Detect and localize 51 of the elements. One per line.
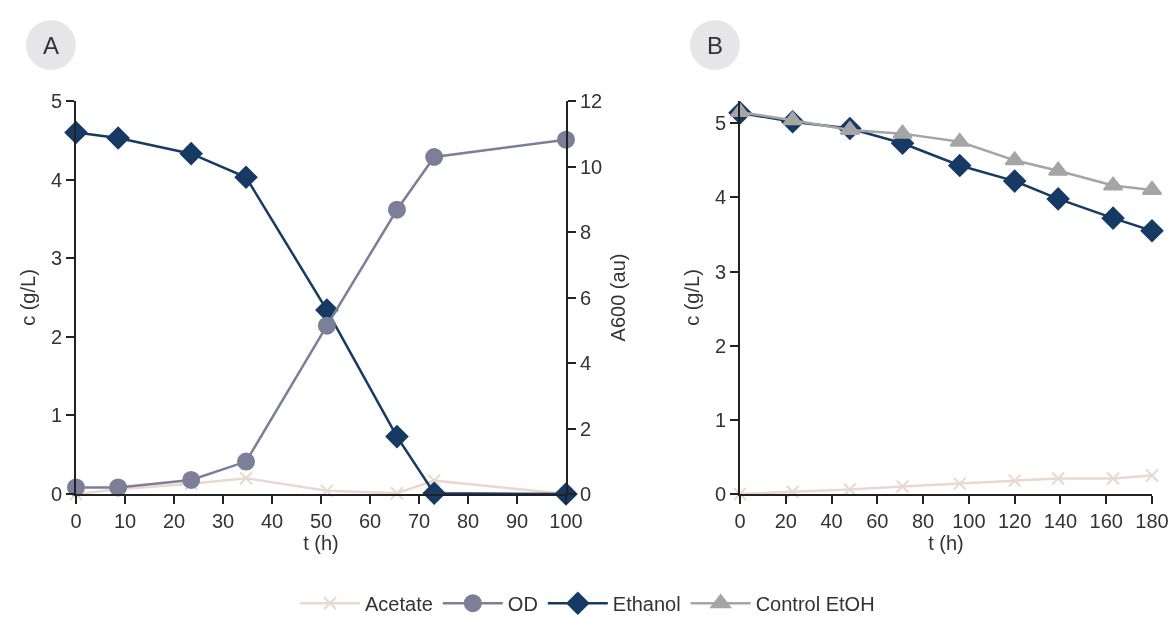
x-tick-label: 90 — [505, 510, 529, 532]
y2-tick-label: 2 — [580, 417, 592, 440]
x-tick-label: 80 — [911, 510, 935, 532]
x-axis-title: t (h) — [928, 532, 964, 554]
x-tick-label: 70 — [407, 510, 431, 532]
chart-title: B — [707, 32, 724, 59]
y-axis-title: c (g/L) — [16, 269, 39, 326]
x-tick-label: 100 — [549, 510, 583, 532]
x-tick-label: 60 — [866, 510, 889, 532]
x-tick-label: 20 — [774, 510, 797, 532]
y-tick-label: 2 — [714, 334, 726, 357]
y-tick-label: 2 — [50, 325, 62, 348]
x-tick-label: 50 — [309, 510, 333, 532]
y2-axis-title: A600 (au) — [607, 253, 630, 342]
x-tick-label: 120 — [997, 510, 1032, 532]
chart-title: A — [43, 32, 60, 59]
y-tick-label: 4 — [50, 168, 62, 191]
y-tick-label: 4 — [714, 186, 726, 209]
y-tick-label: 1 — [50, 404, 62, 427]
y-tick-label: 0 — [50, 483, 62, 505]
y-tick-label: 3 — [714, 260, 726, 283]
x-tick-label: 180 — [1135, 510, 1169, 532]
y2-tick-label: 12 — [580, 90, 603, 112]
x-tick-label: 10 — [113, 510, 137, 532]
legend-label: Control EtOH — [755, 593, 875, 616]
x-tick-label: 30 — [211, 510, 235, 532]
y2-tick-label: 4 — [580, 352, 592, 374]
y-axis-title: c (g/L) — [680, 269, 703, 326]
x-tick-label: 0 — [734, 510, 746, 532]
y2-tick-label: 8 — [580, 221, 592, 243]
x-tick-label: 40 — [820, 510, 843, 532]
y2-tick-label: 6 — [580, 286, 592, 309]
x-tick-label: 0 — [70, 510, 82, 532]
y2-tick-label: 0 — [580, 483, 592, 505]
x-tick-label: 140 — [1043, 510, 1078, 532]
x-tick-label: 20 — [162, 510, 186, 532]
y-tick-label: 5 — [50, 90, 62, 112]
x-tick-label: 80 — [456, 510, 480, 532]
legend-label: Ethanol — [612, 593, 681, 616]
x-tick-label: 60 — [358, 510, 382, 532]
legend-label: OD — [507, 593, 538, 616]
x-tick-label: 160 — [1089, 510, 1123, 532]
y-tick-label: 5 — [714, 112, 726, 135]
y-tick-label: 3 — [50, 247, 62, 270]
y-tick-label: 1 — [714, 408, 726, 431]
x-tick-label: 40 — [260, 510, 284, 532]
x-tick-label: 100 — [952, 510, 986, 532]
legend-label: Acetate — [365, 593, 433, 616]
y-tick-label: 0 — [714, 483, 726, 505]
y2-tick-label: 10 — [580, 155, 603, 178]
x-axis-title: t (h) — [303, 532, 339, 554]
